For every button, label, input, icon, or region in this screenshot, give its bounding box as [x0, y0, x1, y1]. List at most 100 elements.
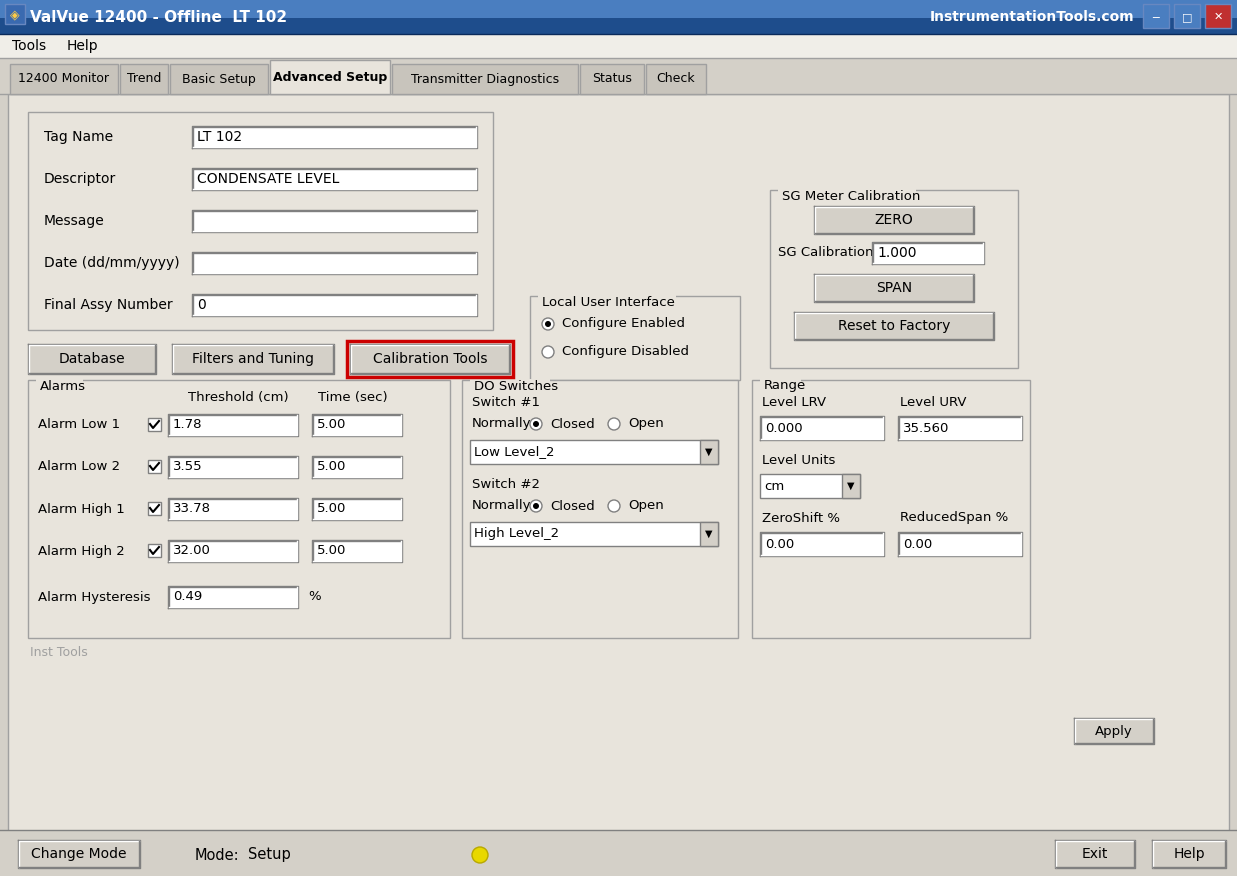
Bar: [148, 418, 161, 431]
Text: 0.000: 0.000: [764, 421, 803, 434]
Text: Alarm High 1: Alarm High 1: [38, 503, 125, 515]
Bar: [1174, 4, 1200, 28]
Bar: [1205, 4, 1231, 28]
Bar: [148, 460, 161, 473]
Text: Tools: Tools: [12, 39, 46, 53]
Bar: [1055, 840, 1136, 868]
Text: cm: cm: [764, 479, 784, 492]
Circle shape: [529, 418, 542, 430]
Text: Alarm Hysteresis: Alarm Hysteresis: [38, 590, 151, 604]
Text: Basic Setup: Basic Setup: [182, 73, 256, 86]
Text: ✕: ✕: [1213, 12, 1222, 22]
Text: Filters and Tuning: Filters and Tuning: [192, 352, 314, 366]
Text: □: □: [1181, 12, 1192, 22]
Bar: [760, 416, 884, 440]
Text: Transmitter Diagnostics: Transmitter Diagnostics: [411, 73, 559, 86]
Text: Trend: Trend: [127, 73, 161, 86]
Text: Descriptor: Descriptor: [45, 172, 116, 186]
Bar: [36, 379, 83, 393]
Bar: [842, 474, 860, 498]
Text: Alarms: Alarms: [40, 379, 87, 392]
Text: Open: Open: [628, 499, 664, 512]
Bar: [19, 840, 140, 868]
Text: ReducedSpan %: ReducedSpan %: [901, 512, 1008, 525]
Text: Normally: Normally: [473, 499, 532, 512]
Bar: [538, 295, 675, 309]
Text: ZeroShift %: ZeroShift %: [762, 512, 840, 525]
Text: Alarm High 2: Alarm High 2: [38, 545, 125, 557]
Text: Alarm Low 2: Alarm Low 2: [38, 461, 120, 474]
Text: ◈: ◈: [10, 9, 20, 22]
Text: Low Level_2: Low Level_2: [474, 446, 554, 458]
Bar: [192, 168, 477, 190]
Bar: [348, 341, 513, 377]
Text: Message: Message: [45, 214, 105, 228]
Text: 32.00: 32.00: [173, 545, 210, 557]
Text: Closed: Closed: [550, 499, 595, 512]
Circle shape: [533, 421, 539, 427]
Text: Change Mode: Change Mode: [31, 847, 126, 861]
Bar: [0, 34, 1237, 58]
Text: ZERO: ZERO: [875, 213, 913, 227]
Bar: [28, 380, 450, 638]
Bar: [760, 474, 860, 498]
Text: 0.49: 0.49: [173, 590, 203, 604]
Text: High Level_2: High Level_2: [474, 527, 559, 540]
Bar: [5, 4, 25, 24]
Text: Open: Open: [628, 418, 664, 430]
Text: Exit: Exit: [1082, 847, 1108, 861]
Text: Closed: Closed: [550, 418, 595, 430]
Text: 1.78: 1.78: [173, 419, 203, 432]
Bar: [470, 522, 717, 546]
Text: Advanced Setup: Advanced Setup: [273, 70, 387, 83]
Text: Status: Status: [593, 73, 632, 86]
Circle shape: [542, 346, 554, 358]
Bar: [0, 18, 1237, 34]
Text: ▼: ▼: [705, 447, 713, 457]
Bar: [168, 498, 298, 520]
Text: 5.00: 5.00: [317, 503, 346, 515]
Bar: [192, 294, 477, 316]
Circle shape: [473, 847, 489, 863]
Text: LT 102: LT 102: [197, 130, 242, 144]
Bar: [470, 379, 549, 393]
Text: SG Calibration: SG Calibration: [778, 245, 873, 258]
Bar: [10, 64, 118, 94]
Bar: [192, 210, 477, 232]
Bar: [752, 380, 1030, 638]
Bar: [350, 344, 510, 374]
Bar: [392, 64, 578, 94]
Bar: [470, 440, 717, 464]
Circle shape: [609, 500, 620, 512]
Bar: [28, 112, 494, 330]
Text: Normally: Normally: [473, 418, 532, 430]
Bar: [898, 532, 1022, 556]
Text: Tag Name: Tag Name: [45, 130, 113, 144]
Text: Alarm Low 1: Alarm Low 1: [38, 419, 120, 432]
Text: Switch #1: Switch #1: [473, 395, 541, 408]
Text: Time (sec): Time (sec): [318, 392, 387, 405]
Text: Final Assy Number: Final Assy Number: [45, 298, 173, 312]
Bar: [1143, 4, 1169, 28]
Bar: [148, 544, 161, 557]
Bar: [28, 344, 156, 374]
Bar: [148, 502, 161, 515]
Text: Check: Check: [657, 73, 695, 86]
Bar: [312, 498, 402, 520]
Text: ─: ─: [1153, 12, 1159, 22]
Text: 5.00: 5.00: [317, 461, 346, 474]
Bar: [312, 456, 402, 478]
Text: ValVue 12400 - Offline  LT 102: ValVue 12400 - Offline LT 102: [30, 10, 287, 25]
Text: Level Units: Level Units: [762, 454, 835, 467]
Text: ▼: ▼: [847, 481, 855, 491]
Bar: [580, 64, 644, 94]
Bar: [1074, 718, 1154, 744]
Bar: [7, 94, 1230, 840]
Bar: [700, 522, 717, 546]
Text: Mode:: Mode:: [195, 847, 240, 863]
Bar: [0, 830, 1237, 876]
Text: Calibration Tools: Calibration Tools: [372, 352, 487, 366]
Text: Configure Enabled: Configure Enabled: [562, 317, 685, 330]
Text: Apply: Apply: [1095, 724, 1133, 738]
Bar: [872, 242, 983, 264]
